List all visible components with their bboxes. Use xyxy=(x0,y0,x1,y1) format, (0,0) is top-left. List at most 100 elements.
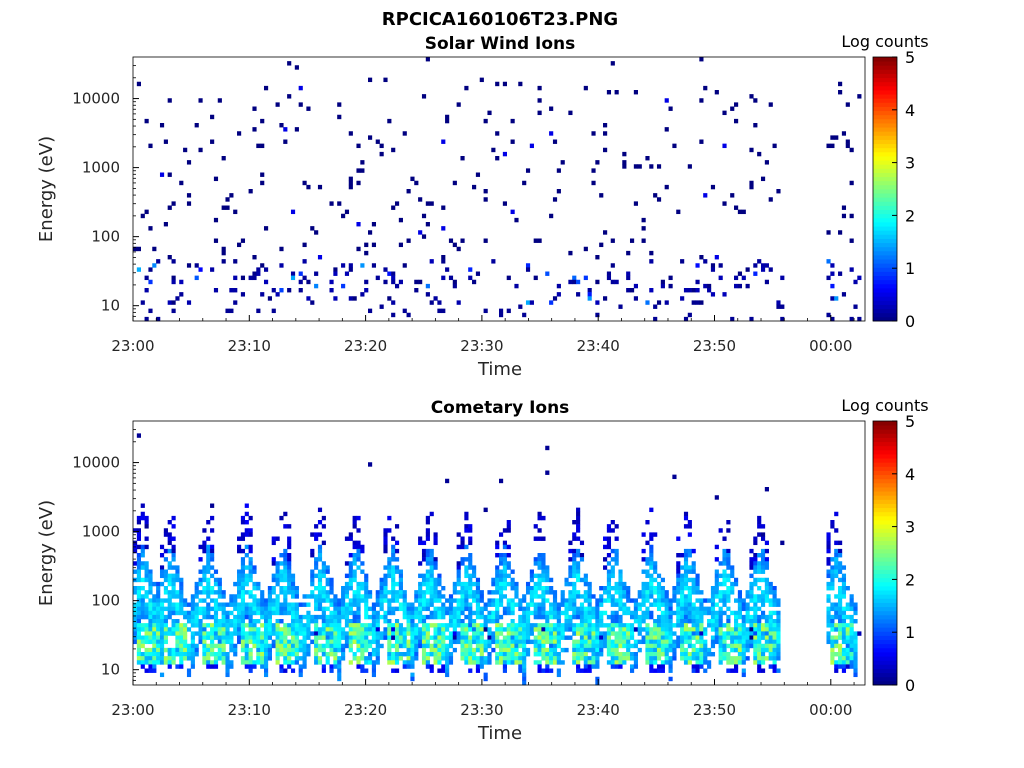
heatmap-cell xyxy=(152,631,157,636)
heatmap-cell xyxy=(687,594,692,599)
heatmap-cell xyxy=(583,619,588,624)
heatmap-cell xyxy=(475,271,481,276)
heatmap-cell xyxy=(537,110,542,116)
heatmap-cell xyxy=(760,524,766,529)
heatmap-cell xyxy=(730,610,735,616)
heatmap-cell xyxy=(341,598,346,603)
heatmap-cell xyxy=(533,590,538,595)
heatmap-cell xyxy=(645,598,650,603)
heatmap-cell xyxy=(314,536,319,541)
heatmap-cell xyxy=(237,573,242,579)
colorbar-tick-label: 2 xyxy=(905,570,915,589)
heatmap-cell xyxy=(221,246,226,252)
heatmap-cell xyxy=(375,639,380,645)
heatmap-cell xyxy=(294,127,299,132)
heatmap-cell xyxy=(606,594,612,599)
heatmap-cell xyxy=(572,581,577,587)
heatmap-cell xyxy=(737,660,743,665)
heatmap-cell xyxy=(830,623,835,628)
heatmap-cell xyxy=(433,610,438,616)
heatmap-cell xyxy=(468,565,473,570)
heatmap-cell xyxy=(768,619,773,624)
heatmap-cell xyxy=(406,652,411,657)
heatmap-cell xyxy=(240,515,246,521)
heatmap-cell xyxy=(564,623,569,628)
heatmap-cell xyxy=(163,532,168,537)
heatmap-cell xyxy=(687,524,692,529)
heatmap-cell xyxy=(749,590,754,595)
heatmap-cell xyxy=(260,614,265,620)
heatmap-cell xyxy=(472,573,477,579)
heatmap-cell xyxy=(433,540,438,546)
heatmap-cell xyxy=(156,647,161,653)
heatmap-cell xyxy=(267,656,272,661)
heatmap-cell xyxy=(491,647,496,653)
heatmap-cell xyxy=(279,606,284,612)
heatmap-cell xyxy=(437,647,442,653)
heatmap-cell xyxy=(830,639,835,645)
heatmap-cell xyxy=(468,528,473,533)
heatmap-cell xyxy=(845,664,850,669)
heatmap-cell xyxy=(483,308,488,314)
heatmap-cell xyxy=(826,259,831,264)
heatmap-cell xyxy=(703,283,708,289)
heatmap-cell xyxy=(460,544,465,550)
heatmap-cell xyxy=(452,283,457,289)
heatmap-cell xyxy=(429,569,434,574)
heatmap-cell xyxy=(425,528,430,533)
heatmap-cell xyxy=(556,292,561,297)
heatmap-cell xyxy=(271,561,276,566)
heatmap-cell xyxy=(186,647,192,653)
heatmap-cell xyxy=(699,643,704,649)
heatmap-cell xyxy=(710,590,716,595)
heatmap-cell xyxy=(834,614,839,620)
heatmap-cell xyxy=(144,602,149,607)
heatmap-cell xyxy=(572,614,577,620)
heatmap-cell xyxy=(710,614,716,620)
heatmap-cell xyxy=(302,647,307,653)
heatmap-cell xyxy=(599,623,604,628)
heatmap-cell xyxy=(764,540,769,546)
heatmap-cell xyxy=(522,594,527,599)
colorbar-segment xyxy=(873,259,897,264)
heatmap-cell xyxy=(537,647,542,653)
heatmap-cell xyxy=(198,598,203,603)
heatmap-cell xyxy=(364,643,369,649)
heatmap-cell xyxy=(275,635,280,640)
heatmap-cell xyxy=(680,610,685,616)
heatmap-cell xyxy=(260,635,265,640)
heatmap-cell xyxy=(375,647,380,653)
heatmap-cell xyxy=(433,561,438,566)
heatmap-cell xyxy=(364,614,369,620)
heatmap-cell xyxy=(387,557,392,562)
heatmap-cell xyxy=(317,606,323,612)
heatmap-cell xyxy=(425,569,430,574)
heatmap-cell xyxy=(645,639,650,645)
heatmap-cell xyxy=(483,507,488,513)
heatmap-cell xyxy=(314,614,319,620)
heatmap-cell xyxy=(252,623,257,628)
heatmap-cell xyxy=(680,623,685,628)
heatmap-cell xyxy=(583,594,588,599)
heatmap-cell xyxy=(845,660,850,665)
heatmap-cell xyxy=(460,619,465,624)
heatmap-cell xyxy=(437,300,442,305)
heatmap-cell xyxy=(529,577,534,583)
heatmap-cell xyxy=(610,656,615,661)
heatmap-cell xyxy=(541,647,546,653)
heatmap-cell xyxy=(479,627,484,632)
heatmap-cell xyxy=(691,668,696,673)
heatmap-cell xyxy=(622,151,627,157)
heatmap-cell xyxy=(310,590,315,595)
heatmap-cell xyxy=(144,520,149,525)
heatmap-cell xyxy=(256,267,261,272)
heatmap-cell xyxy=(830,135,835,140)
heatmap-cell xyxy=(568,623,573,628)
heatmap-cell xyxy=(780,304,785,309)
heatmap-cell xyxy=(591,639,596,645)
heatmap-cell xyxy=(603,586,608,591)
heatmap-cell xyxy=(271,557,276,562)
heatmap-cell xyxy=(429,565,434,570)
heatmap-cell xyxy=(163,528,168,533)
heatmap-cell xyxy=(260,652,265,657)
